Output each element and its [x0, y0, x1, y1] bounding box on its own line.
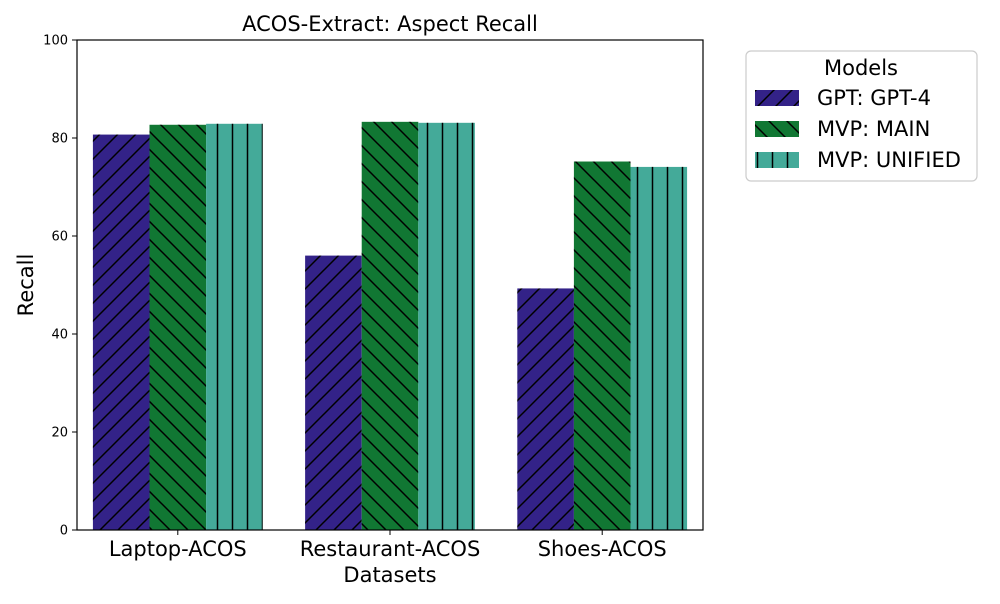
plot-frame: [76, 39, 704, 531]
y-tick-label: 100: [43, 34, 68, 49]
bar-hatch: [149, 124, 207, 531]
x-tick-label: Restaurant-ACOS: [300, 537, 481, 561]
legend-label: MVP: UNIFIED: [817, 148, 961, 172]
bar-hatch: [517, 288, 574, 530]
legend-entry: MVP: MAIN: [755, 117, 930, 141]
bar: [149, 124, 207, 531]
legend-swatch-hatch: [755, 152, 799, 168]
bar: [517, 288, 574, 530]
bar: [206, 123, 263, 530]
bar: [361, 121, 419, 530]
legend-title: Models: [824, 56, 898, 80]
bar: [630, 166, 688, 530]
y-tick-label: 80: [51, 132, 68, 147]
y-tick-label: 0: [60, 524, 68, 539]
legend-box: [745, 50, 978, 182]
legend-entry: MVP: UNIFIED: [755, 148, 961, 172]
bar-hatch: [573, 161, 631, 530]
y-tick-label: 40: [51, 328, 68, 343]
bar-hatch: [206, 123, 263, 530]
bar-hatch: [361, 121, 419, 530]
bar-hatch: [418, 122, 475, 530]
x-tick-label: Laptop-ACOS: [109, 537, 247, 561]
legend-entry: GPT: GPT-4: [755, 86, 931, 110]
chart-title: ACOS-Extract: Aspect Recall: [242, 12, 538, 36]
bar: [418, 122, 475, 530]
legend-label: GPT: GPT-4: [817, 86, 931, 110]
y-axis-ticks: 0 20 40 60 80 100: [43, 34, 77, 539]
x-tick-label: Shoes-ACOS: [538, 537, 667, 561]
bar-hatch: [92, 134, 150, 530]
x-axis-ticks: Laptop-ACOS Restaurant-ACOS Shoes-ACOS: [109, 530, 667, 561]
legend-label: MVP: MAIN: [817, 117, 930, 141]
bar-hatch: [630, 166, 688, 530]
legend: Models GPT: GPT-4 MVP: MAIN MVP: UNIFIED: [745, 50, 978, 182]
bars-layer: [92, 121, 688, 531]
y-tick-label: 60: [51, 230, 68, 245]
legend-items: GPT: GPT-4 MVP: MAIN MVP: UNIFIED: [755, 86, 961, 172]
legend-swatch-hatch: [755, 121, 799, 137]
y-tick-label: 20: [51, 426, 68, 441]
bar: [573, 161, 631, 530]
x-axis-label: Datasets: [343, 563, 436, 587]
y-axis-label: Recall: [14, 254, 38, 317]
bar-hatch: [305, 255, 362, 530]
legend-swatch-hatch: [755, 90, 799, 106]
bar: [92, 134, 150, 530]
bar: [305, 255, 362, 530]
